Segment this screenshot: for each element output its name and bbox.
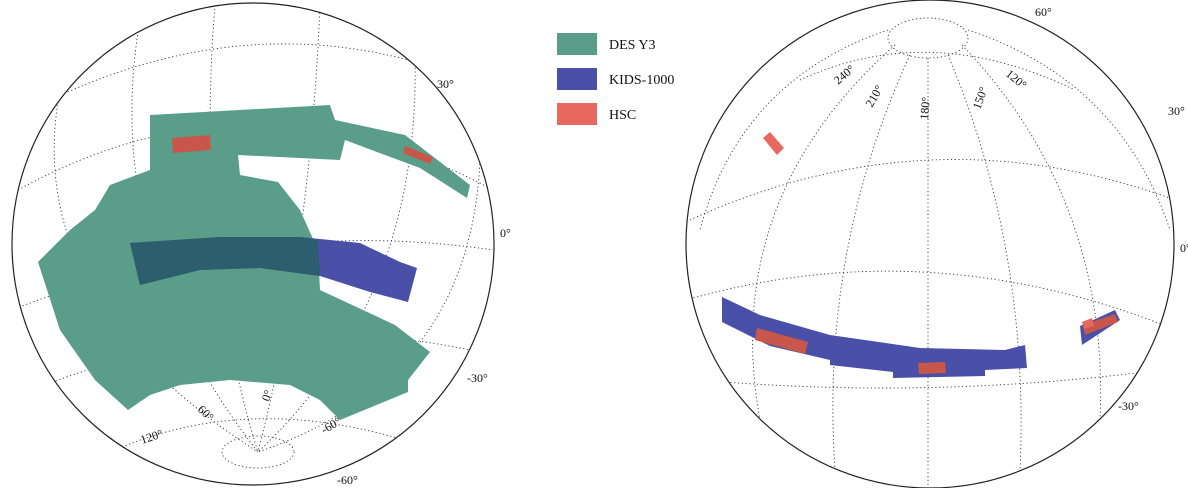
- legend-label-hsc: HSC: [609, 108, 636, 123]
- right-globe-outline: [685, 0, 1175, 488]
- right-lon-label-120: 120°: [1003, 67, 1030, 93]
- left-hsc-footprint: [172, 135, 433, 164]
- legend-swatch-hsc: [557, 103, 597, 125]
- legend-swatch-kids: [557, 68, 597, 90]
- right-lat-label-m30: -30°: [1118, 399, 1139, 413]
- left-kids-footprint: [130, 237, 417, 302]
- right-lon-label-210: 210°: [862, 83, 886, 110]
- kids-des-overlap: [130, 237, 320, 285]
- right-lon-label-180: 180°: [917, 96, 933, 120]
- legend-swatch-des: [557, 33, 597, 55]
- left-globe: 30° 0° -30° -60° 120° 60° 0° -60°: [11, 2, 511, 487]
- legend-label-des: DES Y3: [609, 38, 656, 53]
- right-lat-label-30: 30°: [1168, 104, 1185, 118]
- hsc-patch-right-5: [1082, 318, 1094, 329]
- hsc-patch-right-1: [763, 132, 784, 155]
- hsc-patch-right-3: [918, 362, 946, 374]
- right-hsc-footprint: [755, 132, 1118, 374]
- right-globe: 60° 30° 0° -30° 240° 210° 180° 150° 120°: [685, 0, 1188, 488]
- right-lat-label-60: 60°: [1035, 5, 1052, 19]
- hsc-patch-right-2: [755, 328, 808, 354]
- hsc-patch-right-4: [1083, 314, 1118, 335]
- hsc-patch-left-2: [403, 146, 433, 164]
- left-lon-label-120: 120°: [139, 426, 165, 446]
- kids-band-right: [722, 297, 1027, 378]
- left-globe-outline: [11, 2, 495, 486]
- legend-label-kids: KIDS-1000: [609, 73, 674, 88]
- right-lon-label-150: 150°: [970, 85, 991, 111]
- legend: DES Y3 KIDS-1000 HSC: [557, 33, 674, 125]
- left-lon-label-60: 60°: [195, 402, 217, 424]
- left-lat-label-30: 30°: [437, 77, 454, 91]
- left-lat-label-m60: -60°: [337, 473, 358, 487]
- right-lon-label-240: 240°: [831, 62, 858, 88]
- left-lat-label-m30: -30°: [467, 371, 488, 385]
- left-lon-label-0: 0°: [259, 388, 276, 403]
- left-lat-label-0: 0°: [500, 226, 511, 240]
- right-graticule: [686, 17, 1174, 488]
- right-lat-label-0: 0°: [1180, 241, 1188, 255]
- hsc-patch-left-1: [172, 135, 211, 153]
